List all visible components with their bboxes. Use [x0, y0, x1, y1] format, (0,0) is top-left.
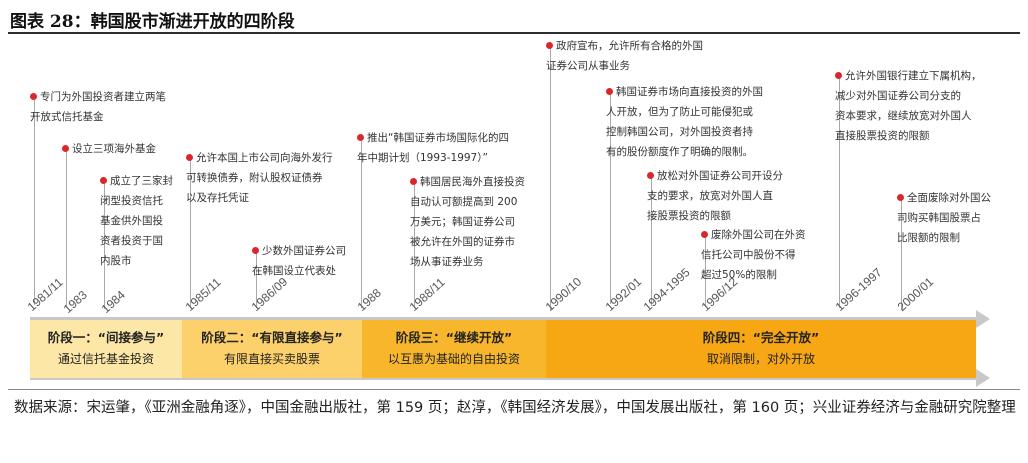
timeline-line-1983 [66, 152, 67, 307]
source-note: 数据来源：宋运肇，《亚洲金融角逐》，中国金融出版社，第 159 页；赵淳，《韩国… [14, 400, 1016, 416]
date-label: 1992/01 [602, 274, 645, 314]
date-label: 1983 [60, 287, 90, 316]
stage-2: 阶段二：“有限直接参与” 有限直接买卖股票 [182, 327, 362, 370]
stage-3: 阶段三：“继续开放” 以互惠为基础的自由投资 [362, 327, 546, 370]
marker-dot [897, 194, 904, 201]
event-1996-12: 废除外国公司在外资 信托公司中股份不得 超过50%的限制 [701, 229, 806, 281]
upper-arrow-line [30, 317, 976, 321]
timeline-line-1986-09 [256, 252, 257, 308]
page-title: 图表 28：韩国股市渐进开放的四阶段 [10, 12, 295, 32]
marker-dot [62, 145, 69, 152]
timeline-line-1988-11 [414, 185, 415, 308]
event-1986-09: 少数外国证券公司 在韩国设立代表处 [252, 245, 346, 277]
timeline-line-1996-12 [705, 237, 706, 307]
marker-dot [701, 231, 708, 238]
marker-dot [647, 172, 654, 179]
stage-desc: 有限直接买卖股票 [223, 351, 320, 366]
stage-name: 阶段一：“间接参与” [47, 330, 165, 345]
date-label: 1988/11 [406, 275, 448, 314]
event-1985-11: 允许本国上市公司向海外发行 可转换债券，附认股权证债券 以及存托凭证 [186, 152, 333, 204]
timeline-line-1981-11 [34, 100, 35, 305]
event-1988-11: 韩国居民海外直接投资 自动认可额提高到 200 万美元；韩国证券公司 被允许在外… [410, 176, 525, 268]
date-label: 1988 [354, 285, 384, 314]
upper-arrow-head [976, 310, 990, 328]
marker-dot [546, 42, 553, 49]
date-label: 1985/11 [182, 275, 224, 314]
stage-4: 阶段四：“完全开放” 取消限制，对外开放 [546, 327, 976, 370]
event-1988: 推出“韩国证券市场国际化的四 年中期计划（1993-1997）” [357, 132, 509, 164]
date-label: 1994-1995 [640, 265, 693, 314]
timeline-line-1996-1997 [839, 78, 840, 308]
marker-dot [357, 134, 364, 141]
stage-band-4 [546, 320, 976, 378]
timeline-line-1984 [104, 184, 105, 309]
marker-dot [606, 88, 613, 95]
event-1981-11: 专门为外国投资者建立两笔 开放式信托基金 [30, 91, 166, 123]
timeline-line-1985-11 [190, 160, 191, 308]
stage-name: 阶段四：“完全开放” [702, 330, 820, 345]
date-label: 1981/11 [24, 275, 66, 314]
lower-arrow-head [976, 369, 990, 387]
stage-name: 阶段三：“继续开放” [395, 330, 513, 345]
event-2000-01: 全面废除对外国公 司购买韩国股票占 比限额的限制 [897, 192, 991, 244]
stage-band-2 [182, 320, 362, 378]
date-label: 1996-1997 [832, 265, 885, 314]
event-1996-1997: 允许外国银行建立下属机构， 减少对外国证券公司分支的 资本要求，继续放宽对外国人… [835, 70, 982, 142]
stage-band-1 [30, 320, 182, 378]
event-1983: 设立三项海外基金 [62, 140, 156, 160]
timeline-line-1992-01 [610, 94, 611, 304]
event-1994-1995: 放松对外国证券公司开设分 支的要求，放宽对外国人直 接股票投资的限额 [647, 170, 783, 222]
divider [8, 389, 1020, 390]
event-1992-01: 韩国证券市场向直接投资的外国 人开放，但为了防止可能侵犯或 控制韩国公司，对外国… [606, 86, 763, 158]
stage-desc: 取消限制，对外开放 [706, 351, 815, 366]
title-bar: 图表 28：韩国股市渐进开放的四阶段 [8, 4, 1020, 34]
date-label: 1984 [98, 287, 128, 316]
marker-dot [252, 247, 259, 254]
timeline-line-2000-01 [901, 200, 902, 310]
timeline-line-1994-1995 [651, 178, 652, 306]
marker-dot [186, 154, 193, 161]
timeline-line-1988 [361, 140, 362, 308]
marker-dot [100, 177, 107, 184]
lower-arrow-line [30, 376, 976, 380]
timeline-line-1990-10 [550, 48, 551, 310]
stage-desc: 通过信托基金投资 [57, 351, 154, 366]
marker-dot [835, 72, 842, 79]
event-1990-10: 政府宣布，允许所有合格的外国 证券公司从事业务 [546, 40, 703, 72]
marker-dot [30, 93, 37, 100]
stage-desc: 以互惠为基础的自由投资 [387, 351, 520, 366]
stage-band-3 [362, 320, 546, 378]
marker-dot [410, 178, 417, 185]
stage-1: 阶段一：“间接参与” 通过信托基金投资 [30, 327, 182, 370]
date-label: 1990/10 [542, 274, 585, 314]
stage-name: 阶段二：“有限直接参与” [201, 330, 343, 345]
event-1984: 成立了三家封 闭型投资信托 基金供外国投 资者投资于国 内股市 [100, 175, 173, 267]
